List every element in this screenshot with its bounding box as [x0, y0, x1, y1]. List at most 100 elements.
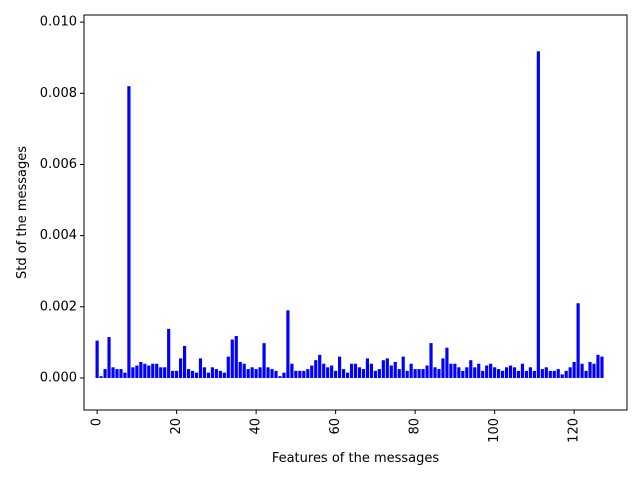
- bar-29: [210, 367, 214, 378]
- bar-51: [298, 370, 302, 378]
- bar-117: [560, 374, 564, 378]
- bar-1: [99, 376, 103, 378]
- bar-58: [326, 367, 330, 378]
- bar-86: [437, 369, 441, 378]
- bar-7: [123, 372, 127, 378]
- bar-74: [389, 365, 393, 378]
- bar-50: [294, 370, 298, 378]
- bar-67: [361, 369, 366, 378]
- bar-76: [397, 369, 401, 378]
- bar-120: [572, 361, 576, 378]
- bar-33: [226, 356, 230, 378]
- bar-30: [214, 369, 218, 378]
- bar-12: [143, 363, 147, 378]
- bar-38: [246, 369, 250, 378]
- bar-121: [576, 303, 580, 378]
- bar-110: [532, 370, 536, 378]
- x-tick-label: 60: [328, 418, 343, 435]
- bar-59: [330, 365, 334, 378]
- bar-124: [588, 361, 592, 378]
- bar-32: [222, 372, 226, 378]
- bar-34: [230, 339, 234, 378]
- bar-28: [206, 372, 211, 378]
- bar-3: [107, 337, 111, 378]
- bar-99: [489, 363, 493, 378]
- bar-45: [274, 370, 278, 378]
- y-axis-label: Std of the messages: [15, 146, 30, 279]
- bar-75: [393, 361, 397, 378]
- x-axis-ticks: 0 20 40 60 80 100 120: [90, 410, 582, 443]
- plot-frame: [83, 14, 628, 411]
- bar-9: [131, 367, 135, 378]
- bar-39: [250, 367, 254, 378]
- bar-36: [238, 361, 242, 378]
- bar-6: [119, 369, 123, 378]
- bar-10: [135, 365, 139, 378]
- bar-125: [592, 363, 596, 378]
- bar-4: [111, 367, 115, 378]
- bar-24: [190, 370, 195, 378]
- bar-115: [552, 370, 556, 378]
- x-tick-label: 120: [567, 418, 582, 443]
- bar-8: [127, 86, 131, 378]
- bar-79: [409, 363, 413, 378]
- x-tick-label: 0: [90, 418, 105, 426]
- bar-109: [528, 367, 532, 378]
- bar-118: [564, 370, 568, 378]
- x-tick-label: 100: [487, 418, 502, 443]
- bar-127: [600, 356, 604, 378]
- bar-64: [349, 363, 354, 378]
- bar-0: [95, 340, 99, 378]
- bar-89: [449, 363, 453, 378]
- bar-35: [234, 335, 238, 378]
- bar-16: [159, 367, 163, 378]
- bar-91: [457, 367, 461, 378]
- bar-2: [103, 369, 107, 378]
- y-tick-label: 0.000: [40, 370, 77, 385]
- bar-17: [163, 367, 167, 378]
- bar-81: [417, 369, 421, 378]
- bar-87: [441, 358, 445, 378]
- bar-70: [373, 370, 377, 378]
- bar-72: [381, 360, 385, 378]
- bar-101: [497, 369, 501, 378]
- bar-21: [179, 358, 183, 378]
- y-tick-label: 0.006: [40, 157, 77, 172]
- bar-52: [302, 370, 306, 378]
- bar-13: [147, 365, 151, 378]
- bar-92: [461, 370, 465, 378]
- bar-65: [353, 363, 358, 378]
- x-tick-label: 80: [408, 418, 423, 435]
- bar-104: [508, 365, 513, 378]
- bar-57: [322, 363, 326, 378]
- bar-42: [262, 343, 266, 378]
- bar-60: [334, 370, 338, 378]
- bar-43: [266, 367, 270, 378]
- y-tick-label: 0.008: [40, 86, 77, 101]
- y-tick-label: 0.010: [40, 15, 77, 30]
- bar-23: [186, 369, 191, 378]
- bar-68: [365, 358, 370, 378]
- bar-22: [182, 345, 187, 378]
- bar-71: [377, 369, 381, 378]
- bar-82: [421, 369, 425, 378]
- bar-69: [369, 363, 373, 378]
- bar-47: [282, 372, 286, 378]
- bar-78: [405, 370, 409, 378]
- bar-14: [151, 363, 155, 378]
- bar-53: [306, 369, 310, 378]
- bar-106: [516, 370, 521, 378]
- x-axis-label: Features of the messages: [272, 451, 440, 466]
- bar-107: [520, 363, 525, 378]
- bar-84: [429, 343, 433, 378]
- bar-46: [278, 376, 282, 378]
- bar-26: [198, 358, 203, 378]
- bar-56: [318, 354, 322, 378]
- bar-108: [524, 370, 529, 378]
- bar-49: [290, 363, 294, 378]
- bar-54: [310, 365, 314, 378]
- bar-20: [175, 370, 179, 378]
- bar-77: [401, 356, 405, 378]
- bar-25: [194, 372, 199, 378]
- bar-15: [155, 363, 159, 378]
